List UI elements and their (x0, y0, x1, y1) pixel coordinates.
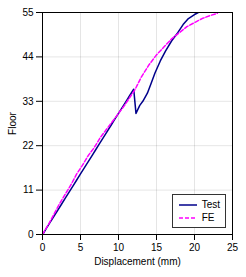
svg-text:25: 25 (227, 242, 239, 253)
svg-text:0: 0 (40, 242, 46, 253)
svg-text:0: 0 (28, 229, 34, 240)
svg-text:Floor: Floor (7, 111, 18, 134)
svg-text:Displacement (mm): Displacement (mm) (94, 256, 181, 267)
svg-text:20: 20 (189, 242, 201, 253)
svg-text:5: 5 (78, 242, 84, 253)
svg-text:10: 10 (113, 242, 125, 253)
svg-text:33: 33 (22, 96, 34, 107)
svg-text:15: 15 (151, 242, 163, 253)
html-text:Test: Test (201, 199, 220, 210)
svg-text:11: 11 (23, 184, 34, 195)
html-text:FE: FE (201, 212, 215, 223)
svg-text:55: 55 (22, 7, 34, 18)
svg-text:22: 22 (22, 140, 34, 151)
svg-text:44: 44 (22, 51, 34, 62)
